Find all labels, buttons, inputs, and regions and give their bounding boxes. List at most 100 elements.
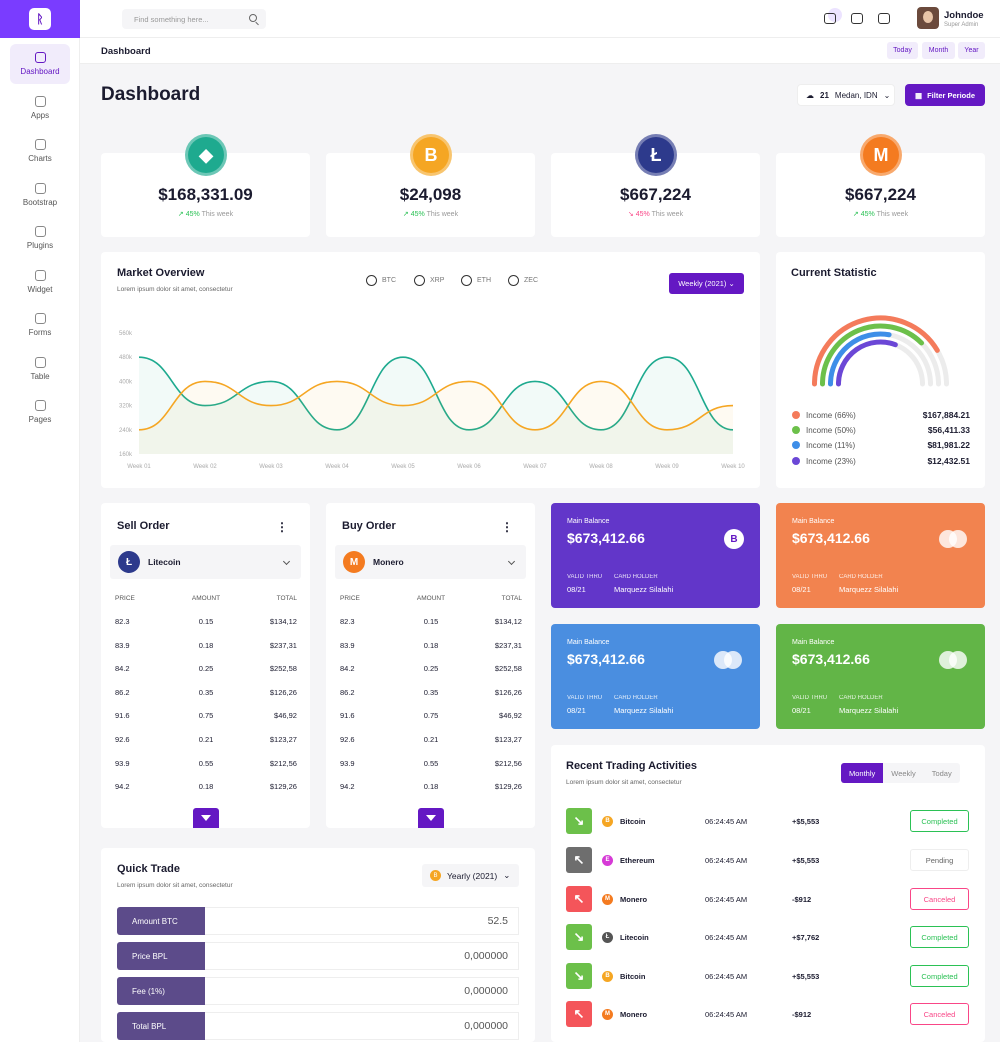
status-badge[interactable]: Canceled xyxy=(910,888,969,910)
weekly-dropdown[interactable]: Weekly (2021) ⌄ xyxy=(669,273,744,294)
trade-row[interactable]: ↘ B Bitcoin 06:24:45 AM +$5,553 Complete… xyxy=(566,963,969,989)
trend-down-icon: ↘ xyxy=(627,211,636,218)
chat-icon[interactable] xyxy=(851,13,863,24)
bell-icon[interactable] xyxy=(824,13,836,24)
cloud-icon: ☁ xyxy=(806,90,814,100)
series-line xyxy=(138,380,734,431)
amount-btc-field[interactable]: Amount BTC 52.5 xyxy=(117,907,519,935)
table-row[interactable]: 93.9 0.55 $212,56 xyxy=(340,758,522,768)
table-row[interactable]: 83.9 0.18 $237,31 xyxy=(115,640,297,650)
status-badge[interactable]: Completed xyxy=(910,965,969,987)
trend-up-icon: ↗ xyxy=(402,211,411,218)
sidebar-item-widget[interactable]: Widget xyxy=(10,262,70,302)
tab-weekly[interactable]: Weekly xyxy=(883,763,924,783)
coin-change: ↗ 45% This week xyxy=(177,211,234,218)
weather-location: Medan, IDN xyxy=(834,90,878,100)
table-row[interactable]: 91.6 0.75 $46,92 xyxy=(115,711,297,721)
balance-amount: $673,412.66 xyxy=(567,530,645,546)
balance-card[interactable]: Main Balance $673,412.66 B VALID THRU CA… xyxy=(551,503,760,608)
quick-trade-title: Quick Trade xyxy=(117,863,180,875)
recent-trading-card: Recent Trading Activities Lorem ipsum do… xyxy=(551,745,985,1042)
trade-row[interactable]: ↖ M Monero 06:24:45 AM -$912 Canceled xyxy=(566,886,969,912)
filter-periode-button[interactable]: ▦ Filter Periode xyxy=(905,84,985,106)
app-logo[interactable]: ᚱ xyxy=(0,0,80,38)
sidebar-item-charts[interactable]: Charts xyxy=(10,131,70,171)
buy-order-card: Buy Order ⋮ M Monero PRICE AMOUNT TOTAL 82.… xyxy=(326,503,535,828)
status-badge[interactable]: Pending xyxy=(910,849,969,871)
balance-card[interactable]: Main Balance $673,412.66 VALID THRU CARD… xyxy=(776,503,985,608)
x-tick-label: Week 05 xyxy=(391,464,415,470)
litecoin-icon: Ł xyxy=(602,931,613,943)
table-row[interactable]: 92.6 0.21 $123,27 xyxy=(115,734,297,744)
current-statistic-card: Current Statistic Income (66%) $167,884.2… xyxy=(776,252,985,488)
sidebar-item-forms[interactable]: Forms xyxy=(10,305,70,345)
table-row[interactable]: 82.3 0.15 $134,12 xyxy=(115,617,297,626)
range-month-button[interactable]: Month xyxy=(922,42,955,59)
search-input[interactable]: Find something here... xyxy=(122,9,266,29)
table-row[interactable]: 92.6 0.21 $123,27 xyxy=(340,734,522,744)
radio-xrp[interactable]: XRP xyxy=(414,275,444,286)
table-row[interactable]: 93.9 0.55 $212,56 xyxy=(115,758,297,768)
gift-icon[interactable] xyxy=(878,13,890,24)
table-row[interactable]: 86.2 0.35 $126,26 xyxy=(340,687,522,697)
bitcoin-icon: B xyxy=(724,529,744,549)
table-row[interactable]: 86.2 0.35 $126,26 xyxy=(115,687,297,697)
sidebar-item-dashboard[interactable]: Dashboard xyxy=(10,44,70,84)
sell-order-table: PRICE AMOUNT TOTAL 82.3 0.15 $134,12 83.9 0.1… xyxy=(115,595,297,806)
sell-coin-select[interactable]: Ł Litecoin xyxy=(110,545,301,579)
sidebar-item-apps[interactable]: Apps xyxy=(10,88,70,128)
trade-row[interactable]: ↖ M Monero 06:24:45 AM -$912 Canceled xyxy=(566,1001,969,1027)
range-today-button[interactable]: Today xyxy=(887,42,918,59)
expand-down-button[interactable] xyxy=(418,808,444,828)
weather-widget[interactable]: ☁ 21 Medan, IDN ⌄ xyxy=(797,84,895,106)
table-row[interactable]: 91.6 0.75 $46,92 xyxy=(340,711,522,721)
expand-down-button[interactable] xyxy=(193,808,219,828)
sell-order-card: Sell Order ⋮ Ł Litecoin PRICE AMOUNT TOTAL … xyxy=(101,503,310,828)
status-badge[interactable]: Canceled xyxy=(910,1003,969,1025)
radio-eth[interactable]: ETH xyxy=(461,275,491,286)
coin-value: $667,224 xyxy=(620,185,691,204)
sidebar-item-plugins[interactable]: Plugins xyxy=(10,218,70,258)
tab-monthly[interactable]: Monthly xyxy=(841,763,884,783)
total-bpl-field[interactable]: Total BPL 0,000000 xyxy=(117,1012,519,1040)
user-name[interactable]: Johndoe xyxy=(944,10,984,21)
sidebar-item-bootstrap[interactable]: Bootstrap xyxy=(10,175,70,215)
mastercard-icon xyxy=(939,651,967,669)
table-row[interactable]: 83.9 0.18 $237,31 xyxy=(340,640,522,650)
sidebar-item-pages[interactable]: Pages xyxy=(10,392,70,432)
trade-row[interactable]: ↘ B Bitcoin 06:24:45 AM +$5,553 Complete… xyxy=(566,808,969,834)
status-badge[interactable]: Completed xyxy=(910,926,969,948)
range-year-button[interactable]: Year xyxy=(958,42,985,59)
more-options-icon[interactable]: ⋮ xyxy=(276,520,288,534)
radio-btc[interactable]: BTC xyxy=(366,275,396,286)
table-row[interactable]: 94.2 0.18 $129,26 xyxy=(340,782,522,792)
search-icon[interactable] xyxy=(249,14,257,22)
coin-card: Ł $667,224 ↘ 45% This week xyxy=(551,134,760,237)
radio-zec[interactable]: ZEC xyxy=(508,275,538,286)
table-row[interactable]: 84.2 0.25 $252,58 xyxy=(340,664,522,674)
coin-logo-icon: ◆ xyxy=(185,134,227,176)
y-tick-label: 480k xyxy=(119,355,133,361)
table-row[interactable]: 82.3 0.15 $134,12 xyxy=(340,617,522,626)
yearly-dropdown[interactable]: B Yearly (2021) ⌄ xyxy=(422,864,519,887)
avatar[interactable] xyxy=(917,7,939,29)
balance-card[interactable]: Main Balance $673,412.66 VALID THRU CARD… xyxy=(551,624,760,729)
arc-value xyxy=(828,331,892,387)
balance-card[interactable]: Main Balance $673,412.66 VALID THRU CARD… xyxy=(776,624,985,729)
sidebar-item-table[interactable]: Table xyxy=(10,349,70,389)
trade-row[interactable]: ↖ E Ethereum 06:24:45 AM +$5,553 Pending xyxy=(566,847,969,873)
buy-coin-select[interactable]: M Monero xyxy=(335,545,526,579)
x-tick-label: Week 06 xyxy=(457,464,481,470)
arrow-down-right-icon: ↘ xyxy=(566,808,592,834)
monero-icon: M xyxy=(860,134,902,176)
status-badge[interactable]: Completed xyxy=(910,810,969,832)
price-bpl-field[interactable]: Price BPL 0,000000 xyxy=(117,942,519,970)
legend-dot-icon xyxy=(792,426,800,434)
tab-today[interactable]: Today xyxy=(923,763,960,783)
fee-field[interactable]: Fee (1%) 0,000000 xyxy=(117,977,519,1005)
trade-row[interactable]: ↘ Ł Litecoin 06:24:45 AM +$7,762 Complet… xyxy=(566,924,969,950)
y-tick-label: 240k xyxy=(119,428,133,434)
more-options-icon[interactable]: ⋮ xyxy=(501,520,513,534)
table-row[interactable]: 84.2 0.25 $252,58 xyxy=(115,664,297,674)
table-row[interactable]: 94.2 0.18 $129,26 xyxy=(115,782,297,792)
